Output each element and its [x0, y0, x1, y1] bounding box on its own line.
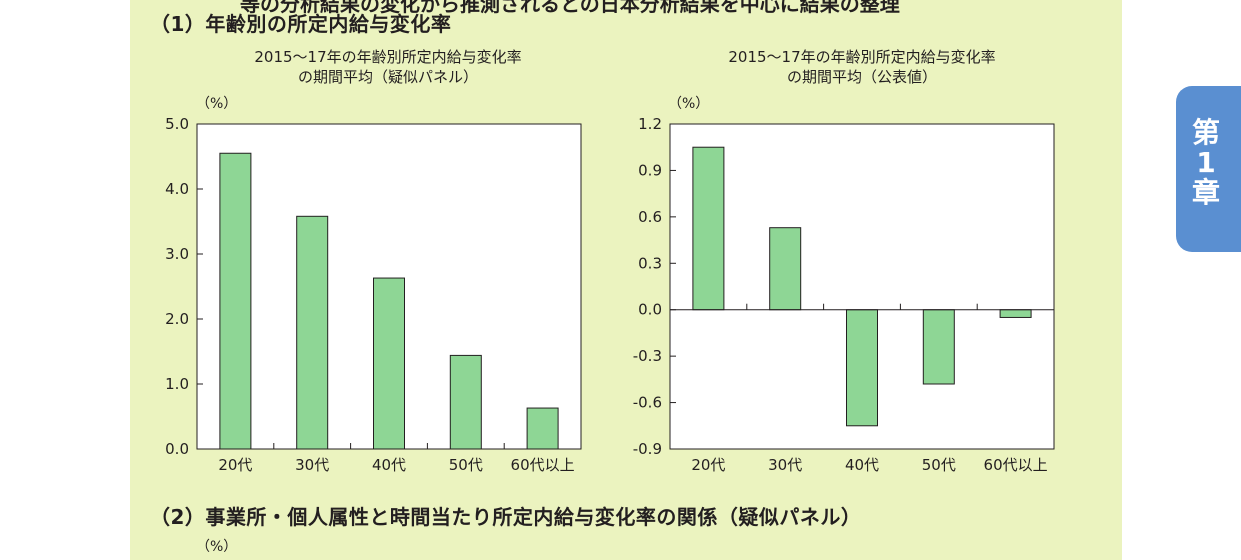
chart-2-title-line-2: の期間平均（公表値） — [786, 68, 937, 86]
chart-1-x-tick-label-1: 20代 — [218, 456, 252, 474]
chart-1-bar-2 — [296, 215, 329, 450]
chapter-tab-label: 第 1 章 — [1186, 118, 1226, 208]
chapter-tab-char-1: 第 — [1191, 116, 1220, 149]
chart-2-bar-5 — [999, 309, 1032, 318]
chart-2-y-tick-label-2: -0.6 — [633, 394, 662, 412]
chart-2-y-tick-label-7: 0.9 — [638, 161, 662, 179]
chart-1-y-tick-label-4: 3.0 — [165, 245, 189, 263]
chart-1-title-line-2: の期間平均（疑似パネル） — [297, 68, 478, 86]
chart-1-bar-3 — [373, 277, 405, 450]
chart-1-unit: （%） — [196, 96, 238, 112]
chart-2-bar-2 — [769, 227, 802, 311]
section-2-title: （2）事業所・個人属性と時間当たり所定内給与変化率の関係（疑似パネル） — [150, 505, 862, 529]
chart-1-x-tick-label-2: 30代 — [295, 456, 329, 474]
chart-1-bar-5 — [526, 407, 559, 450]
chart-1-title: 2015〜17年の年齢別所定内給与変化率 の期間平均（疑似パネル） — [198, 47, 578, 87]
chart-2-bar-3 — [846, 309, 878, 427]
chart-2-bar-4 — [922, 309, 955, 385]
chart-2-x-tick-label-5: 60代以上 — [984, 456, 1048, 474]
chart-1-y-tick-label-3: 2.0 — [165, 310, 189, 328]
chart-2-y-tick-label-4: 0.0 — [638, 301, 662, 319]
chart-1-x-tick-label-4: 50代 — [449, 456, 483, 474]
chart-1-y-tick-label-6: 5.0 — [165, 115, 189, 133]
chart-2-y-tick-label-3: -0.3 — [633, 347, 662, 365]
chart-2-unit: （%） — [668, 96, 710, 112]
chart-2-x-tick-label-1: 20代 — [691, 456, 725, 474]
chart-2-y-tick-label-5: 0.3 — [638, 254, 662, 272]
chart-2-bar-1 — [692, 146, 725, 311]
chart-1-y-tick-label-2: 1.0 — [165, 375, 189, 393]
chart-2-title-line-1: 2015〜17年の年齢別所定内給与変化率 — [728, 48, 996, 66]
section-1-title: （1）年齢別の所定内給与変化率 — [150, 12, 452, 36]
chart-2-y-tick-label-1: -0.9 — [633, 440, 662, 458]
chart-2-y-tick-label-6: 0.6 — [638, 208, 662, 226]
chapter-tab[interactable] — [1176, 86, 1241, 252]
section-2-unit: （%） — [196, 539, 238, 555]
chart-2-title: 2015〜17年の年齢別所定内給与変化率 の期間平均（公表値） — [672, 47, 1052, 87]
chart-1-y-tick-label-1: 0.0 — [165, 440, 189, 458]
chapter-tab-char-2: 1 — [1196, 146, 1216, 179]
chart-2-x-tick-label-4: 50代 — [922, 456, 956, 474]
chart-1-x-tick-label-5: 60代以上 — [511, 456, 575, 474]
cropped-heading: 等の分析結果の変化から推測されるとの日本分析結果を中心に結果の整理 — [240, 0, 900, 16]
chart-1-x-tick-label-3: 40代 — [372, 456, 406, 474]
chapter-tab-char-3: 章 — [1191, 176, 1220, 209]
chart-2-x-tick-label-2: 30代 — [768, 456, 802, 474]
chart-2-x-tick-label-3: 40代 — [845, 456, 879, 474]
chart-1-y-tick-label-5: 4.0 — [165, 180, 189, 198]
chart-1-title-line-1: 2015〜17年の年齢別所定内給与変化率 — [254, 48, 522, 66]
chart-1-bar-4 — [449, 354, 482, 450]
chart-1-bar-1 — [219, 152, 252, 450]
chart-2-y-tick-label-8: 1.2 — [638, 115, 662, 133]
